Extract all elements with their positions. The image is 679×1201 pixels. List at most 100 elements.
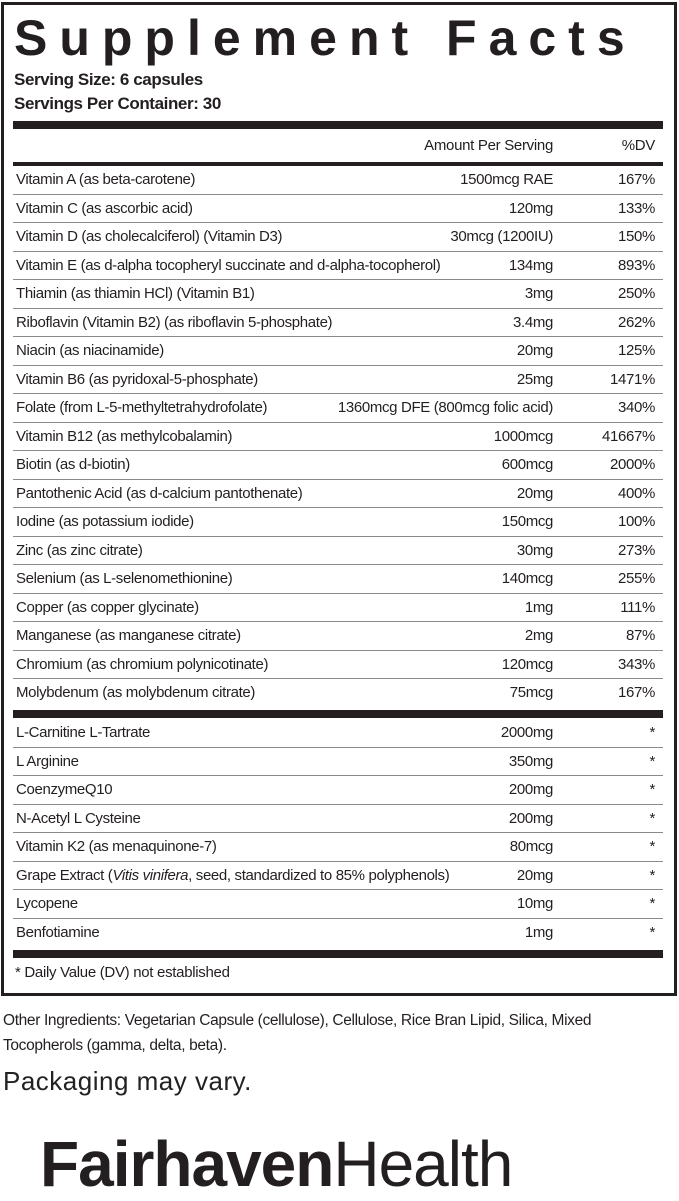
amount: 25mg bbox=[516, 370, 553, 388]
amount: 350mg bbox=[508, 752, 553, 770]
nutrient-name: Vitamin B6 (as pyridoxal-5-phosphate) bbox=[16, 370, 258, 388]
amount: 30mg bbox=[516, 541, 553, 559]
daily-value: 2000% bbox=[610, 456, 655, 473]
table-row: Iodine (as potassium iodide) 150mcg 100% bbox=[13, 508, 663, 537]
daily-value: 343% bbox=[618, 655, 655, 673]
table-row: CoenzymeQ10 200mg * bbox=[13, 776, 663, 805]
nutrient-name: L-Carnitine L-Tartrate bbox=[16, 724, 151, 741]
dv-header: %DV bbox=[621, 137, 656, 154]
amount: 3mg bbox=[524, 285, 553, 302]
amount: 120mg bbox=[508, 199, 553, 217]
nutrient-name: Lycopene bbox=[16, 895, 78, 912]
daily-value: * bbox=[649, 838, 656, 855]
daily-value: 893% bbox=[618, 256, 655, 274]
nutrient-name: Vitamin K2 (as menaquinone-7) bbox=[16, 838, 217, 855]
nutrient-name-part: , seed, standardized to 85% polyphenols) bbox=[188, 866, 450, 884]
amount: 1mg bbox=[524, 923, 553, 941]
daily-value: * bbox=[649, 923, 656, 941]
nutrient-name: CoenzymeQ10 bbox=[16, 781, 113, 798]
daily-value: 41667% bbox=[602, 427, 655, 445]
table-row: Lycopene 10mg * bbox=[13, 890, 663, 919]
amount: 200mg bbox=[508, 781, 553, 798]
amount-header: Amount Per Serving bbox=[424, 137, 553, 154]
daily-value: * bbox=[649, 895, 656, 912]
daily-value: 400% bbox=[618, 484, 655, 502]
table-row: Selenium (as L-selenomethionine) 140mcg 25… bbox=[13, 565, 663, 594]
amount: 600mcg bbox=[501, 456, 554, 473]
column-header: Amount Per Serving %DV bbox=[13, 132, 663, 162]
table-row: Grape Extract (Vitis vinifera, seed, sta… bbox=[13, 862, 663, 890]
daily-value: * bbox=[649, 809, 656, 827]
table-row: L-Carnitine L-Tartrate 2000mg * bbox=[13, 719, 663, 748]
daily-value: * bbox=[649, 752, 656, 770]
nutrient-name: Vitamin E (as d-alpha tocopheryl succina… bbox=[16, 256, 441, 274]
nutrient-name: Pantothenic Acid (as d-calcium pantothen… bbox=[16, 484, 303, 502]
table-row: Thiamin (as thiamin HCl) (Vitamin B1) 3mg… bbox=[13, 280, 663, 309]
daily-value: * bbox=[649, 781, 656, 798]
amount: 1360mcg DFE (800mcg folic acid) bbox=[337, 399, 553, 416]
table-row: Zinc (as zinc citrate) 30mg 273% bbox=[13, 537, 663, 565]
amount: 2000mg bbox=[500, 724, 553, 741]
nutrient-name: N-Acetyl L Cysteine bbox=[16, 809, 141, 827]
amount: 1000mcg bbox=[493, 427, 554, 445]
table-row: Vitamin K2 (as menaquinone-7) 80mcg * bbox=[13, 833, 663, 862]
amount: 75mcg bbox=[509, 684, 554, 701]
other-ingredients: Other Ingredients: Vegetarian Capsule (c… bbox=[3, 1012, 592, 1054]
nutrient-name: Molybdenum (as molybdenum citrate) bbox=[16, 684, 256, 701]
daily-value: 262% bbox=[618, 313, 655, 331]
table-row: Vitamin B6 (as pyridoxal-5-phosphate) 25m… bbox=[13, 366, 663, 394]
supplement-facts-panel bbox=[1, 2, 677, 996]
serving-size: Serving Size: 6 capsules bbox=[14, 70, 203, 89]
amount: 10mg bbox=[516, 895, 553, 912]
amount: 150mcg bbox=[501, 513, 554, 530]
daily-value: 273% bbox=[618, 541, 655, 559]
nutrient-name: Niacin (as niacinamide) bbox=[16, 342, 164, 359]
servings-per-container: Servings Per Container: 30 bbox=[14, 94, 221, 113]
amount: 20mg bbox=[516, 342, 553, 359]
daily-value: 150% bbox=[618, 228, 655, 245]
logo-bold: Fairhaven bbox=[40, 1128, 334, 1200]
table-row: Chromium (as chromium polynicotinate) 120… bbox=[13, 651, 663, 679]
table-row: Biotin (as d-biotin) 600mcg 2000% bbox=[13, 451, 663, 480]
daily-value: 167% bbox=[618, 684, 655, 701]
nutrient-name: Vitamin C (as ascorbic acid) bbox=[16, 199, 193, 217]
footnote: * Daily Value (DV) not established bbox=[15, 964, 230, 981]
other-ingredient-list: L-Carnitine L-Tartrate 2000mg * L Arginine 3… bbox=[13, 719, 663, 947]
nutrient-name: Riboflavin (Vitamin B2) (as riboflavin 5… bbox=[16, 313, 333, 331]
logo-light: Health bbox=[333, 1128, 513, 1200]
divider-medium bbox=[13, 162, 663, 166]
nutrient-name: Manganese (as manganese citrate) bbox=[16, 627, 241, 644]
table-row: Vitamin B12 (as methylcobalamin) 1000mcg 4… bbox=[13, 423, 663, 451]
daily-value: 250% bbox=[618, 285, 655, 302]
daily-value: 133% bbox=[618, 199, 655, 217]
vitamin-list: Vitamin A (as beta-carotene) 1500mcg RAE 1… bbox=[13, 166, 663, 708]
amount: 140mcg bbox=[501, 570, 554, 587]
divider-thick bbox=[13, 121, 663, 129]
table-row: N-Acetyl L Cysteine 200mg * bbox=[13, 805, 663, 833]
table-row: Niacin (as niacinamide) 20mg 125% bbox=[13, 337, 663, 366]
divider-thick bbox=[13, 710, 663, 718]
panel-title: Supplement Facts bbox=[14, 10, 637, 66]
nutrient-name: Chromium (as chromium polynicotinate) bbox=[16, 655, 269, 673]
nutrient-name-part: Grape Extract ( bbox=[16, 866, 113, 884]
nutrient-name: Folate (from L-5-methyltetrahydrofolate) bbox=[16, 399, 268, 416]
nutrient-name: Grape Extract (Vitis vinifera, seed, sta… bbox=[16, 866, 450, 884]
amount: 120mcg bbox=[501, 655, 554, 673]
table-row: L Arginine 350mg * bbox=[13, 748, 663, 776]
amount: 3.4mg bbox=[513, 313, 553, 331]
amount: 2mg bbox=[524, 627, 553, 644]
brand-logo: FairhavenHealth bbox=[40, 1128, 513, 1200]
amount: 20mg bbox=[516, 866, 553, 884]
daily-value: 87% bbox=[626, 627, 655, 644]
daily-value: * bbox=[649, 724, 656, 741]
daily-value: 255% bbox=[618, 570, 655, 587]
daily-value: 111% bbox=[620, 598, 655, 616]
nutrient-name: Selenium (as L-selenomethionine) bbox=[16, 570, 233, 587]
nutrient-name: Iodine (as potassium iodide) bbox=[16, 513, 194, 530]
table-row: Vitamin A (as beta-carotene) 1500mcg RAE 1… bbox=[13, 166, 663, 195]
daily-value: * bbox=[649, 866, 656, 884]
nutrient-name: Biotin (as d-biotin) bbox=[16, 456, 130, 473]
table-row: Vitamin E (as d-alpha tocopheryl succina… bbox=[13, 252, 663, 280]
amount: 20mg bbox=[516, 484, 553, 502]
amount: 1mg bbox=[524, 598, 553, 616]
